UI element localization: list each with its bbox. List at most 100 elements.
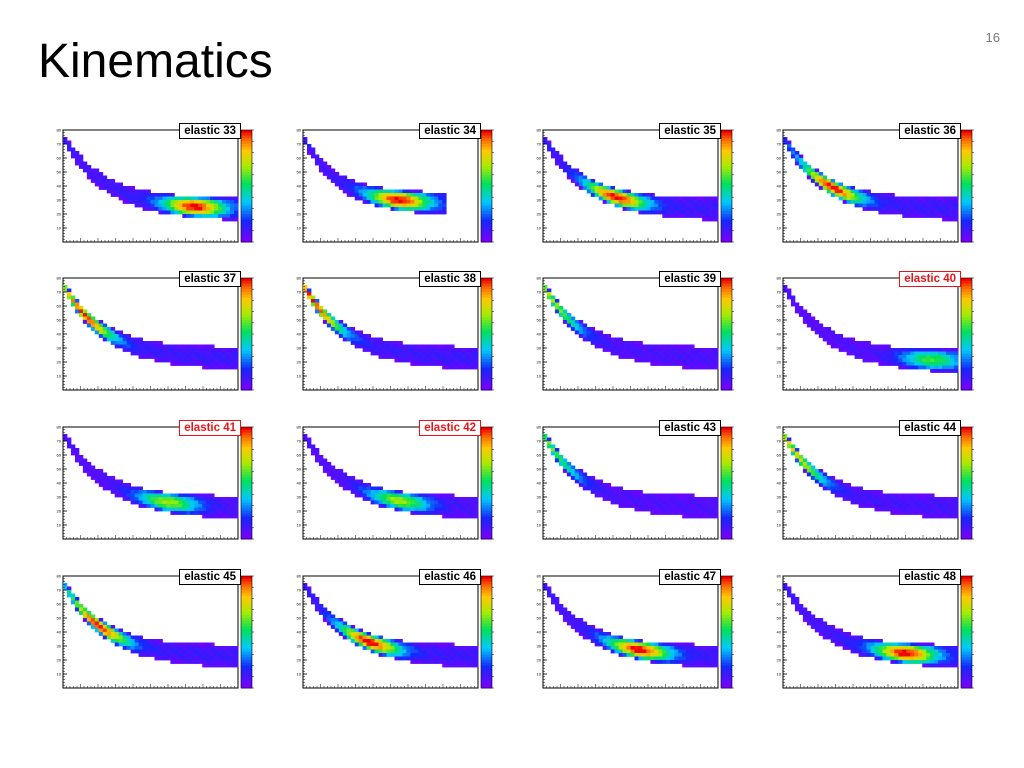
palette-segment [241, 525, 252, 529]
histogram-cell [306, 295, 312, 300]
histogram-cell [582, 479, 588, 484]
palette-segment [481, 429, 492, 434]
palette-segment [481, 480, 492, 484]
histogram-cell [418, 189, 423, 194]
histogram-cell [618, 486, 623, 491]
histogram-cell [810, 175, 816, 180]
histogram-cell [434, 511, 439, 515]
y-tick-label: 40 [777, 184, 782, 189]
histogram-cell [922, 210, 927, 215]
histogram-cell [894, 355, 899, 359]
histogram-cell [322, 320, 328, 324]
histogram-cell [230, 646, 235, 650]
histogram-cell [178, 200, 183, 204]
histogram-cell [210, 351, 215, 356]
histogram-cell [882, 210, 887, 215]
histogram-cell [590, 193, 596, 197]
histogram-cell [838, 483, 844, 487]
histogram-cell [74, 451, 80, 456]
histogram-cell [158, 348, 163, 352]
histogram-cell [926, 196, 931, 201]
histogram-cell [814, 476, 820, 480]
histogram-cell [794, 309, 800, 314]
histogram-cell [558, 313, 564, 317]
histogram-cell [910, 207, 915, 211]
histogram-cell [698, 210, 703, 215]
histogram-cell [190, 362, 195, 366]
panel-title: elastic 36 [899, 123, 961, 139]
histogram-cell [906, 207, 911, 211]
histogram-cell [374, 189, 379, 194]
histogram-cell [314, 154, 320, 159]
histogram-cell [614, 196, 619, 201]
histogram-cell [102, 476, 108, 480]
histogram-cell [682, 200, 687, 204]
histogram-cell [342, 486, 348, 491]
histogram-cell [306, 444, 312, 449]
histogram-cell [842, 193, 848, 197]
histogram-cell [222, 514, 227, 519]
histogram-cell [930, 214, 935, 218]
histogram-cell [662, 497, 667, 501]
histogram-cell [798, 462, 804, 466]
histogram-cell [822, 472, 828, 477]
histogram-cell [86, 172, 92, 176]
histogram-cell [146, 200, 151, 204]
histogram-cell [218, 504, 223, 508]
histogram-cell [638, 358, 643, 363]
histogram-cell [303, 140, 308, 145]
histogram-cell [366, 483, 372, 487]
histogram-cell [666, 507, 671, 512]
histogram-cell [230, 660, 235, 664]
histogram-cell [930, 369, 935, 373]
palette-segment [481, 387, 492, 391]
histogram-cell [406, 497, 411, 501]
histogram-cell [858, 351, 863, 356]
histogram-cell [414, 355, 419, 359]
histogram-cell [922, 514, 927, 519]
histogram-cell [830, 490, 836, 494]
histogram-cell [170, 642, 175, 647]
histogram-cell [398, 200, 403, 204]
palette-segment [721, 441, 732, 445]
histogram-cell [82, 313, 88, 317]
histogram-cell [234, 355, 239, 359]
histogram-cell [390, 344, 395, 349]
palette-segment [721, 202, 732, 207]
histogram-cell [546, 441, 552, 445]
histogram-cell [410, 358, 415, 363]
histogram-cell [642, 193, 647, 197]
palette-segment [241, 155, 252, 159]
histogram-cell [182, 660, 187, 664]
histogram-cell [790, 151, 796, 155]
histogram-cell [306, 151, 312, 155]
palette-segment [961, 317, 972, 321]
histogram-cell [214, 358, 219, 363]
histogram-cell [598, 334, 604, 338]
histogram-cell [690, 214, 695, 218]
histogram-cell [678, 362, 683, 366]
histogram-cell [234, 500, 239, 505]
histogram-cell [458, 355, 463, 359]
palette-segment [961, 292, 972, 296]
histogram-cell [410, 200, 415, 204]
histogram-cell [98, 186, 104, 190]
histogram-cell [174, 653, 179, 657]
palette-segment [721, 353, 732, 357]
histogram-cell [894, 358, 899, 363]
palette-segment [721, 446, 732, 450]
palette-segment [961, 443, 972, 448]
palette-segment [241, 191, 252, 195]
histogram-cell [374, 341, 379, 345]
histogram-cell [122, 344, 128, 349]
histogram-cell [330, 472, 336, 477]
histogram-cell [142, 193, 147, 197]
histogram-cell [634, 493, 639, 498]
histogram-cell [82, 320, 88, 324]
histogram-cell [82, 168, 88, 173]
histogram-cell [202, 365, 207, 370]
histogram-cell [786, 288, 792, 293]
histogram-cell [310, 151, 316, 155]
histogram-cell [886, 196, 891, 201]
